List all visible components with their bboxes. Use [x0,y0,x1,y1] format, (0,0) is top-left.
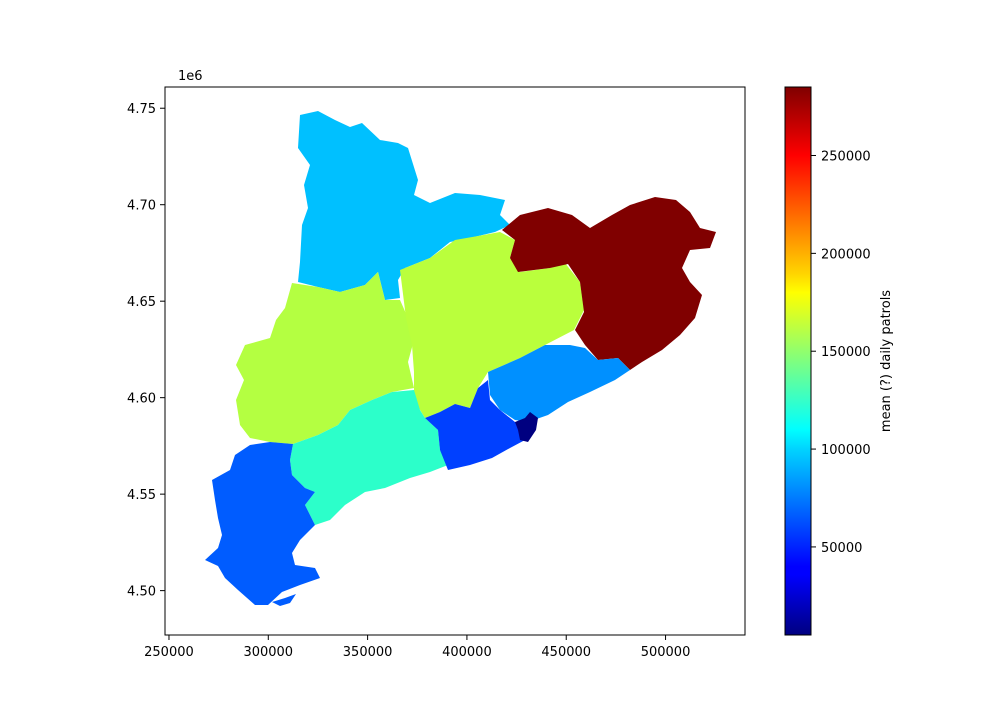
x-tick-label: 450000 [541,645,591,660]
y-axis-ticks: 4.50 4.55 4.60 4.65 4.70 4.75 [127,102,165,600]
region-barcelona-city [515,412,538,442]
colorbar-tick-label: 50000 [821,541,862,556]
x-tick-label: 350000 [343,645,393,660]
y-tick-label: 4.75 [127,102,156,117]
region-south-west-island [272,594,296,606]
colorbar-tick-label: 150000 [821,345,871,360]
y-offset-label: 1e6 [178,69,203,84]
plot-frame [164,86,746,636]
x-axis-ticks: 250000 300000 350000 400000 450000 500000 [144,635,690,660]
x-tick-label: 300000 [243,645,293,660]
region-north-west [298,111,510,300]
region-coast-east [488,345,630,422]
colorbar-tick-label: 250000 [821,150,871,165]
y-tick-label: 4.50 [127,585,156,600]
colorbar-tick-label: 200000 [821,247,871,262]
colorbar-label: mean (?) daily patrols [879,290,894,432]
region-north-east [502,197,716,370]
region-west-central [236,272,414,444]
region-central [400,232,584,418]
colorbar-tick-label: 100000 [821,443,871,458]
x-tick-label: 250000 [144,645,194,660]
y-tick-label: 4.60 [127,392,156,407]
x-tick-label: 400000 [442,645,492,660]
region-barcelona-area [425,380,528,470]
y-tick-label: 4.55 [127,488,156,503]
y-tick-label: 4.65 [127,295,156,310]
x-tick-label: 500000 [641,645,691,660]
colorbar [784,86,812,636]
y-tick-label: 4.70 [127,199,156,214]
map-regions [205,111,716,606]
region-south-west [205,442,320,605]
colorbar-ticks: 50000 100000 150000 200000 250000 [811,150,871,556]
region-south-central [290,390,448,525]
